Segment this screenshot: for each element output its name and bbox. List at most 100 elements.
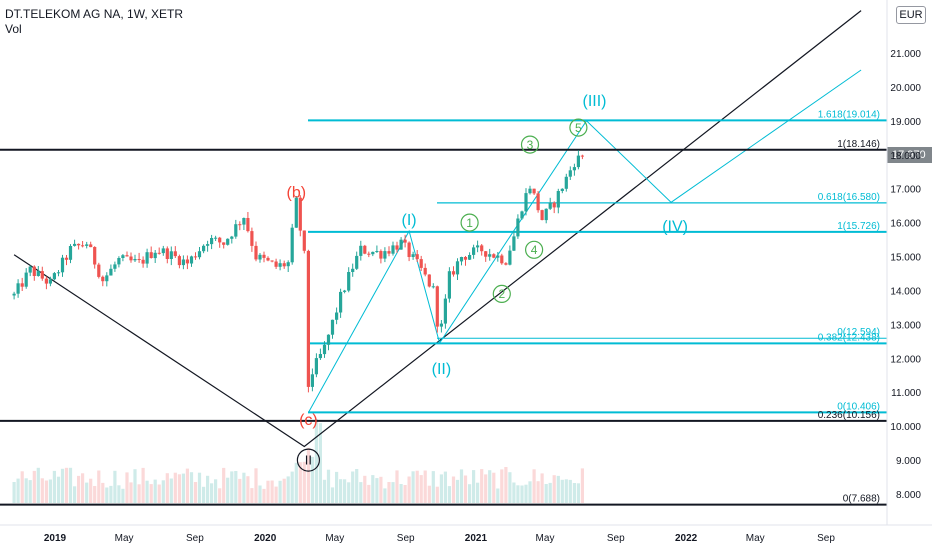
fibonacci-levels: 1.618(19.014) 1(18.146) 0.618(16.580) 1(15.… [0,109,887,506]
candle-body [189,256,194,264]
wave-label: 1 [466,216,473,230]
candle-body [302,230,306,251]
volume-bar [330,487,335,503]
candle-body [226,238,230,245]
volume-bar [16,478,20,503]
volume-bar [516,485,520,503]
wave-label: II [305,453,312,468]
candle-body [141,259,145,264]
candle-body [125,255,129,257]
candle-body [371,251,375,255]
wave-label-circle [520,135,540,154]
candle-body [347,272,351,291]
wave-labels: (b) (c) II (I) (II) (III) (IV) 1 2 3 4 5 [287,93,688,472]
volume-bar [85,482,89,503]
x-tick-label: Sep [397,533,415,544]
candle-body [64,257,69,260]
wave-label: 4 [531,243,538,257]
candles [12,150,584,393]
candle-body [496,255,500,258]
volume-bar [266,480,270,503]
candle-body [375,251,379,252]
candle-body [77,243,81,246]
volume-bar [379,476,383,503]
volume-bar [89,478,93,503]
candle-body [246,218,250,232]
candle-body [387,251,391,254]
candle-body [532,188,536,194]
candle-body [314,358,318,375]
volume-bar [443,471,447,503]
candle-body [12,293,16,296]
wave-label: (c) [299,412,318,429]
candle-body [363,245,367,254]
candle-body [568,170,572,177]
volume-bar [109,485,113,503]
x-tick-label: Sep [186,533,204,544]
candle-body [197,251,202,258]
x-tick-label: May [536,533,555,544]
volume-bar [335,471,339,503]
volume-bar [202,486,206,503]
candle-body [367,253,371,255]
volume-bar [439,474,443,503]
volume-bar [403,485,407,503]
volume-bar [387,482,391,503]
volume-bar [343,479,347,503]
volume-bar [125,472,129,503]
candle-body [157,252,161,254]
volume-bar [484,474,488,503]
volume-bar [536,481,540,503]
candle-body [153,252,157,259]
volume-bar [371,475,375,503]
candle-body [169,251,173,259]
volume-bar [455,479,460,503]
candle-body [298,197,302,231]
volume-bar [97,470,101,503]
volume-bar [435,486,439,503]
x-tick-label: 2020 [254,533,277,544]
volume-bar [137,484,141,503]
y-tick-label: 8.000 [896,490,921,501]
volume-bar [427,485,431,503]
candle-body [73,243,77,246]
candle-body [310,374,314,387]
volume-bar [242,472,246,503]
candle-body [520,211,524,219]
volume-bar [423,470,427,503]
currency-button[interactable]: EUR [896,6,926,24]
volume-bar [552,475,556,503]
volume-bar [480,469,484,503]
candle-body [459,257,464,262]
candle-body [318,354,322,359]
y-tick-label: 14.000 [890,287,921,298]
candle-body [137,259,141,260]
volume-bar [463,475,468,503]
candle-body [32,266,36,276]
candle-body [56,272,61,274]
candle-body [202,245,206,252]
volume-bar [306,447,310,503]
volume-bar [572,483,576,503]
candle-body [326,334,331,345]
volume-bar [568,479,572,503]
volume-bar [250,488,254,503]
volume-bar [431,471,435,503]
candle-body [399,239,403,250]
candle-body [165,248,169,259]
volume-bar [165,473,169,503]
trend-lines [13,10,862,448]
y-tick-label: 19.000 [890,117,921,128]
y-tick-label: 10.000 [890,422,921,433]
candle-body [117,258,121,265]
candle-body [274,261,278,267]
candle-body [415,254,419,260]
volume-bar [81,473,85,503]
candle-body [306,250,310,387]
volume-bar [68,467,73,503]
candle-body [238,224,242,226]
volume-bar [395,470,399,503]
fib-level-label: 0(12.594) [837,327,880,338]
